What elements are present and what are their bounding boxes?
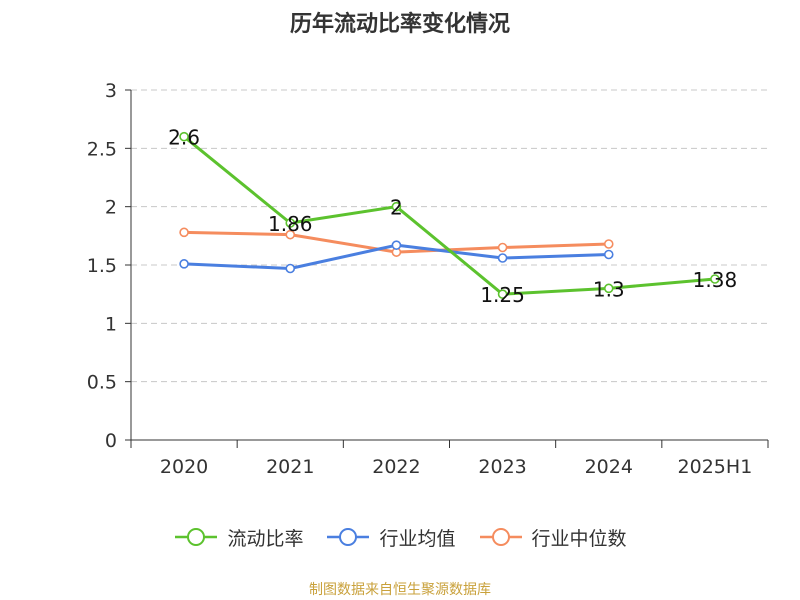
chart-title: 历年流动比率变化情况: [289, 12, 510, 37]
data-point: [391, 201, 402, 212]
legend-swatch-icon: [479, 528, 522, 546]
grid-lines: [131, 89, 768, 383]
data-label: 1.25: [480, 283, 525, 307]
data-label: 1.3: [593, 277, 625, 301]
series-layer: [179, 131, 720, 299]
y-tick-label: 0.5: [87, 372, 117, 394]
y-tick-label: 1: [105, 313, 117, 335]
data-point: [285, 263, 296, 274]
x-tick-label: 2024: [585, 456, 633, 478]
legend-swatch-icon: [327, 528, 370, 546]
x-tick-label: 2022: [372, 456, 420, 478]
axes: 0 0.5 1 1.5 2 2.5 3 2020 2021 2022 2023 2024 2025H1: [87, 80, 769, 478]
source-note: 制图数据来自恒生聚源数据库: [309, 582, 491, 598]
data-point: [391, 240, 402, 250]
legend-item[interactable]: 行业均值: [325, 524, 456, 551]
legend-label: 流动比率: [227, 527, 304, 550]
legend: 流动比率 行业均值 行业中位数: [0, 520, 800, 554]
data-label: 1.38: [693, 268, 738, 292]
series-line: [183, 135, 716, 296]
x-tick-label: 2023: [478, 456, 526, 478]
data-point: [179, 227, 189, 238]
legend-label: 行业均值: [379, 527, 456, 550]
data-point: [285, 229, 296, 240]
data-point: [497, 242, 508, 253]
x-tick-label: 2020: [160, 456, 208, 478]
data-point: [179, 259, 189, 269]
data-label: 1.86: [268, 212, 313, 236]
data-point: [497, 289, 508, 299]
data-point: [285, 218, 296, 228]
data-point: [603, 249, 614, 260]
data-point: [179, 131, 189, 142]
legend-marker: [187, 528, 206, 546]
data-point: [710, 274, 720, 284]
data-labels: 2.6 1.86 2 1.25 1.3 1.38: [168, 126, 737, 307]
data-label: 2: [390, 196, 403, 220]
y-tick-label: 0: [105, 430, 117, 452]
y-tick-label: 2: [105, 197, 117, 219]
legend-marker: [491, 528, 510, 546]
legend-item[interactable]: 流动比率: [173, 524, 303, 551]
legend-swatch-icon: [175, 528, 218, 546]
y-tick-label: 1.5: [87, 255, 117, 277]
legend-marker: [339, 528, 358, 546]
y-tick-label: 3: [105, 80, 117, 102]
data-label: 2.6: [168, 126, 200, 150]
legend-label: 行业中位数: [531, 527, 627, 550]
x-tick-label: 2025H1: [678, 456, 753, 478]
y-tick-label: 2.5: [87, 138, 117, 160]
data-point: [497, 253, 508, 263]
x-tick-label: 2021: [266, 456, 314, 478]
legend-item[interactable]: 行业中位数: [478, 524, 627, 551]
data-point: [603, 239, 614, 249]
data-point: [603, 283, 614, 294]
